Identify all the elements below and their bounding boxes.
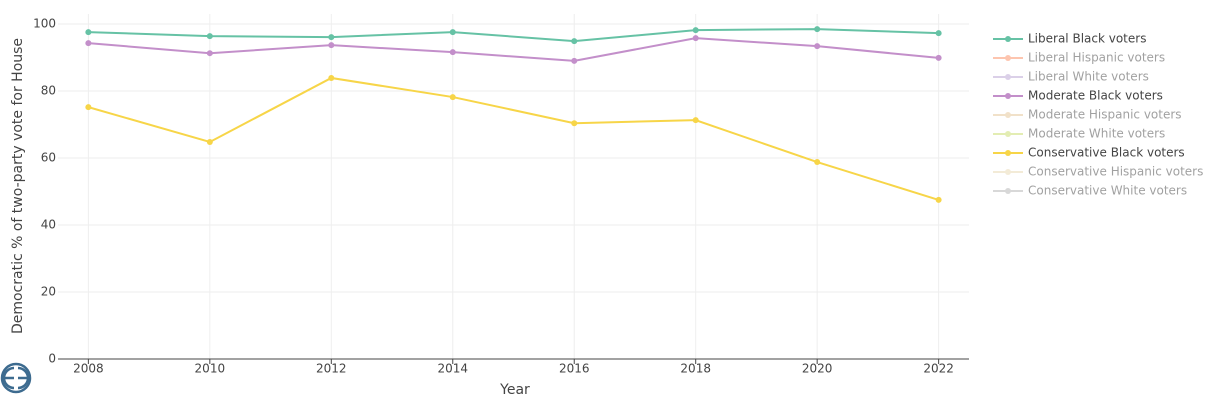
legend-label: Conservative White voters (1028, 184, 1187, 198)
y-tick-label: 60 (41, 151, 56, 165)
data-point (571, 120, 578, 127)
legend-marker (1005, 55, 1011, 61)
y-tick-label: 100 (33, 17, 56, 31)
data-point (692, 27, 699, 34)
data-point (692, 117, 699, 124)
data-point (571, 57, 578, 64)
series-line (88, 28, 939, 43)
data-point (449, 94, 456, 101)
data-point (449, 29, 456, 36)
data-point (935, 30, 942, 37)
legend-item[interactable]: Conservative Black voters (993, 146, 1185, 160)
legend-item[interactable]: Moderate Hispanic voters (993, 108, 1182, 122)
legend-item[interactable]: Moderate White voters (993, 127, 1165, 141)
data-point (328, 74, 335, 81)
legend-marker (1005, 36, 1011, 42)
legend-marker (1005, 74, 1011, 80)
x-tick-label: 2014 (437, 362, 468, 376)
y-tick-label: 80 (41, 84, 56, 98)
data-point (206, 50, 213, 57)
x-axis-title: Year (499, 382, 530, 398)
data-point (571, 38, 578, 45)
y-axis-title: Democratic % of two-party vote for House (10, 38, 26, 334)
data-point (935, 54, 942, 61)
legend-marker (1005, 169, 1011, 175)
x-tick-label: 2016 (559, 362, 590, 376)
series-line (88, 76, 939, 201)
legend-item[interactable]: Liberal Black voters (993, 32, 1146, 46)
legend: Liberal Black voters Liberal Hispanic vot… (993, 32, 1203, 198)
data-point (85, 40, 92, 47)
legend-item[interactable]: Conservative White voters (993, 184, 1187, 198)
data-point (814, 43, 821, 50)
data-point (206, 33, 213, 40)
data-point (85, 29, 92, 36)
logo (0, 362, 32, 394)
legend-item[interactable]: Conservative Hispanic voters (993, 165, 1203, 179)
data-point (814, 159, 821, 166)
x-tick-label: 2022 (923, 362, 954, 376)
legend-item[interactable]: Moderate Black voters (993, 89, 1163, 103)
legend-label: Liberal Hispanic voters (1028, 51, 1165, 65)
legend-label: Liberal Black voters (1028, 32, 1146, 46)
data-point (935, 196, 942, 203)
legend-label: Moderate Hispanic voters (1028, 108, 1182, 122)
legend-label: Moderate White voters (1028, 127, 1165, 141)
legend-marker (1005, 131, 1011, 137)
legend-marker (1005, 188, 1011, 194)
legend-label: Moderate Black voters (1028, 89, 1163, 103)
data-point (692, 35, 699, 42)
y-tick-label: 0 (48, 352, 56, 366)
data-point (328, 34, 335, 41)
data-point (206, 138, 213, 145)
grid (58, 14, 969, 360)
legend-marker (1005, 112, 1011, 118)
x-tick-label: 2008 (73, 362, 104, 376)
y-tick-label: 20 (41, 285, 56, 299)
legend-label: Conservative Black voters (1028, 146, 1185, 160)
x-tick-label: 2012 (316, 362, 347, 376)
x-tick-label: 2020 (802, 362, 833, 376)
x-tick-label: 2010 (195, 362, 226, 376)
plot (85, 26, 942, 203)
data-point (449, 49, 456, 56)
data-point (328, 42, 335, 49)
y-tick-label: 40 (41, 218, 56, 232)
legend-marker (1005, 93, 1011, 99)
data-point (85, 104, 92, 111)
data-point (814, 26, 821, 33)
x-tick-label: 2018 (680, 362, 711, 376)
series-line (88, 37, 939, 62)
legend-label: Conservative Hispanic voters (1028, 165, 1203, 179)
legend-marker (1005, 150, 1011, 156)
legend-item[interactable]: Liberal Hispanic voters (993, 51, 1165, 65)
legend-item[interactable]: Liberal White voters (993, 70, 1149, 84)
legend-label: Liberal White voters (1028, 70, 1149, 84)
